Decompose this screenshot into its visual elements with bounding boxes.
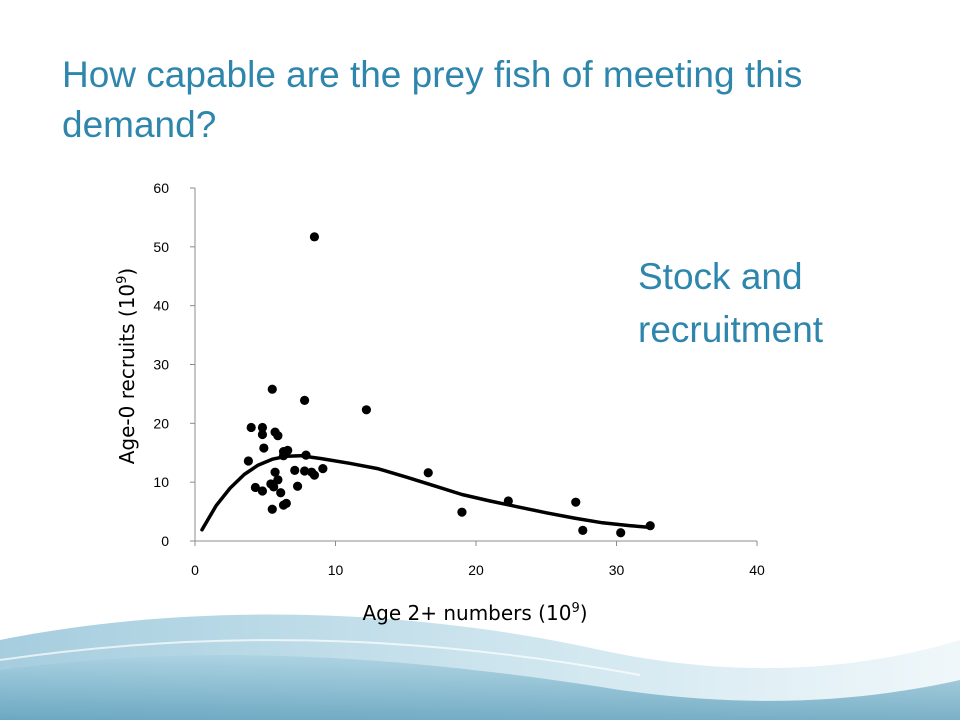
data-point <box>269 482 279 492</box>
data-point <box>457 507 467 517</box>
x-tick-label: 40 <box>749 562 765 578</box>
data-point <box>270 467 280 477</box>
data-point <box>250 482 261 493</box>
ticks: 0 10 20 30 40 0 10 20 30 40 50 60 <box>153 180 765 578</box>
points-layer <box>243 232 655 538</box>
data-point <box>299 395 310 405</box>
data-point <box>276 488 286 498</box>
y-tick-label: 50 <box>153 239 169 255</box>
x-axis-title: Age 2+ numbers (109) <box>362 601 587 625</box>
data-point <box>571 497 581 507</box>
data-point <box>246 422 256 433</box>
y-tick-label: 40 <box>153 298 169 314</box>
data-point <box>309 232 320 242</box>
slide-title: How capable are the prey fish of meeting… <box>62 54 803 145</box>
data-point <box>273 431 283 441</box>
y-axis-title: Age-0 recruits (109) <box>115 268 139 464</box>
x-tick-label: 0 <box>191 562 199 578</box>
data-point <box>267 384 277 394</box>
y-tick-label: 20 <box>153 415 169 431</box>
data-point <box>578 525 588 536</box>
fit-curve <box>200 453 654 532</box>
fit-curve-layer <box>200 453 654 532</box>
y-tick-label: 60 <box>153 180 169 196</box>
data-point <box>645 521 655 531</box>
y-tick-label: 0 <box>161 533 169 549</box>
y-tick-label: 10 <box>153 474 169 490</box>
data-point <box>423 468 433 478</box>
data-point <box>243 456 253 466</box>
data-point <box>257 422 268 433</box>
x-tick-label: 30 <box>609 562 625 578</box>
data-point <box>278 451 289 461</box>
wave-decoration-dark <box>0 655 960 720</box>
x-tick-label: 20 <box>468 562 484 578</box>
data-point <box>616 528 626 538</box>
wave-decoration-highlight <box>0 639 641 676</box>
data-point <box>257 429 268 440</box>
data-point <box>503 496 513 506</box>
data-point <box>292 481 303 491</box>
data-point <box>290 465 300 475</box>
y-tick-label: 30 <box>153 357 169 373</box>
side-note: Stock and recruitment <box>638 256 824 350</box>
data-point <box>299 466 310 476</box>
data-point <box>259 443 269 453</box>
data-point <box>257 486 268 496</box>
data-point <box>267 504 277 514</box>
data-point <box>309 470 320 480</box>
data-point <box>301 450 311 460</box>
data-point <box>278 500 289 510</box>
data-point <box>361 405 372 415</box>
x-tick-label: 10 <box>328 562 344 578</box>
data-point <box>318 464 328 474</box>
axes <box>194 188 757 542</box>
data-point <box>273 475 283 485</box>
